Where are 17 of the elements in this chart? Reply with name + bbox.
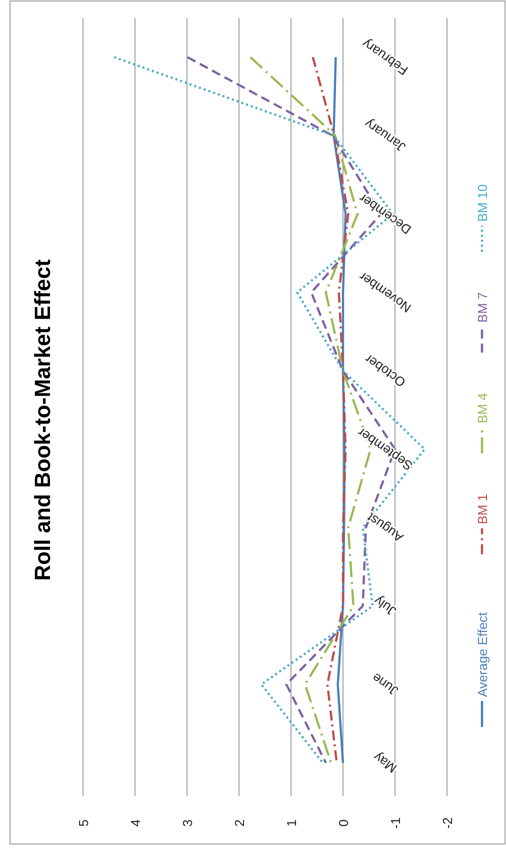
x-tick-label: 2 bbox=[232, 819, 247, 827]
x-tick-label: 3 bbox=[180, 819, 195, 827]
text: BM 10 bbox=[475, 184, 490, 222]
text: BM 7 bbox=[475, 292, 490, 323]
text: Average Effect bbox=[475, 612, 490, 697]
y-tick-label: June bbox=[369, 670, 401, 699]
x-tick-label: -1 bbox=[388, 817, 403, 829]
x-tick-label: -2 bbox=[440, 817, 455, 829]
x-tick-label: 1 bbox=[284, 819, 299, 827]
x-tick-label: 4 bbox=[128, 819, 143, 827]
x-tick-label: 0 bbox=[336, 819, 351, 827]
y-tick-label: May bbox=[370, 749, 400, 776]
text: BM 4 bbox=[475, 393, 490, 424]
text: Roll and Book-to-Market Effect bbox=[30, 258, 55, 581]
x-tick-label: 5 bbox=[76, 819, 91, 827]
y-tick-label: July bbox=[370, 592, 399, 619]
text: BM 1 bbox=[475, 494, 490, 524]
